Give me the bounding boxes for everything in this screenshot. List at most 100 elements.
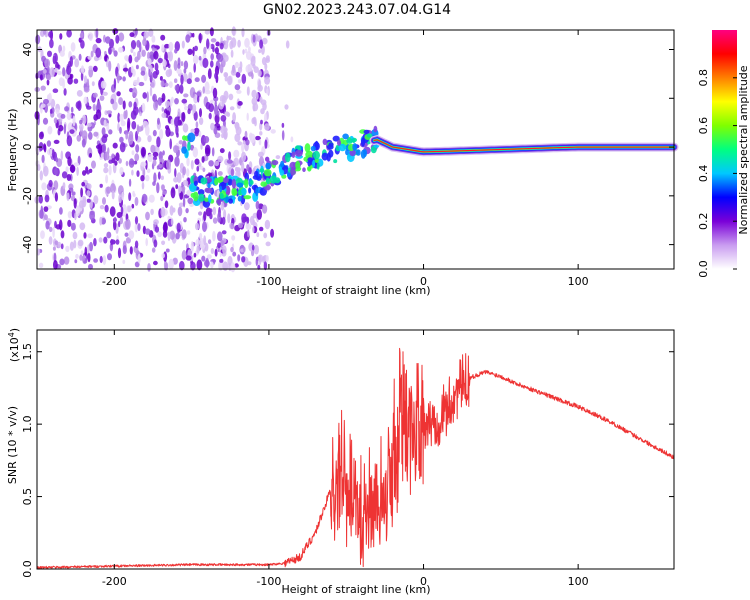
ridge-blob — [295, 160, 301, 170]
noise-blob — [222, 245, 227, 255]
noise-blob — [73, 162, 80, 167]
noise-blob — [119, 142, 126, 153]
noise-blob — [123, 110, 127, 120]
ridge-blob — [363, 129, 370, 134]
noise-blob — [119, 167, 124, 175]
noise-blob — [220, 201, 225, 211]
noise-blob — [106, 122, 110, 132]
noise-blob — [78, 37, 82, 43]
noise-blob — [254, 119, 257, 127]
noise-blob — [230, 168, 235, 177]
noise-blob — [69, 129, 75, 135]
noise-blob — [86, 190, 91, 197]
noise-blob — [259, 226, 264, 232]
noise-blob — [257, 151, 264, 158]
noise-blob — [208, 112, 212, 120]
snr-y-multiplier: (x104) — [7, 328, 21, 362]
noise-blob — [245, 64, 251, 73]
noise-blob — [132, 190, 135, 197]
noise-blob — [210, 248, 215, 254]
noise-blob — [189, 87, 196, 99]
snr-y-tick-label: 0.5 — [21, 488, 34, 506]
noise-blob — [108, 129, 113, 135]
noise-blob — [134, 196, 139, 206]
noise-blob — [182, 166, 186, 176]
noise-blob — [188, 72, 193, 81]
spectrogram-x-tick-label: 100 — [568, 275, 589, 288]
noise-blob — [241, 213, 247, 224]
noise-blob — [151, 35, 156, 43]
noise-blob — [58, 124, 64, 132]
noise-blob — [223, 72, 228, 78]
snr-x-label: Height of straight line (km) — [281, 583, 430, 596]
noise-blob — [111, 153, 115, 159]
noise-blob — [243, 246, 246, 253]
noise-blob — [133, 51, 136, 57]
noise-blob — [138, 81, 145, 87]
ridge-blob — [352, 138, 356, 144]
noise-blob — [147, 153, 154, 163]
noise-blob — [185, 34, 191, 43]
noise-blob — [217, 242, 221, 249]
ridge-blob — [187, 141, 191, 151]
noise-blob — [57, 70, 62, 76]
ridge-blob — [181, 146, 188, 154]
noise-blob — [159, 158, 165, 163]
noise-blob — [147, 135, 152, 143]
noise-blob — [153, 172, 157, 183]
noise-blob — [250, 56, 256, 67]
noise-blob — [152, 71, 158, 79]
noise-blob — [187, 197, 194, 204]
noise-blob — [257, 84, 263, 92]
noise-blob — [217, 231, 223, 242]
noise-blob — [222, 261, 229, 272]
noise-blob — [174, 98, 179, 105]
noise-blob — [164, 200, 169, 209]
noise-blob — [174, 48, 178, 54]
noise-blob — [70, 164, 75, 173]
noise-blob — [46, 79, 50, 86]
noise-blob — [118, 194, 122, 204]
noise-blob — [59, 258, 65, 266]
noise-blob — [88, 263, 93, 270]
noise-blob — [255, 200, 260, 210]
spectrogram-x-tick-label: 0 — [420, 275, 427, 288]
noise-blob — [182, 123, 189, 133]
noise-blob — [60, 230, 65, 239]
noise-blob — [86, 183, 92, 190]
noise-blob — [262, 204, 268, 214]
spectrogram-x-tick-label: -100 — [256, 275, 281, 288]
noise-blob — [103, 236, 108, 244]
noise-blob — [186, 189, 193, 196]
noise-blob — [206, 38, 210, 49]
noise-blob — [214, 104, 219, 116]
ridge-blob — [304, 143, 311, 153]
noise-blob — [227, 213, 231, 224]
noise-blob — [281, 130, 285, 141]
noise-blob — [245, 51, 252, 60]
ridge-blob — [332, 135, 340, 142]
noise-blob — [134, 223, 138, 233]
noise-blob — [43, 165, 49, 177]
noise-blob — [111, 190, 115, 200]
noise-blob — [87, 244, 90, 255]
ridge-blob — [231, 178, 236, 189]
noise-blob — [72, 231, 78, 240]
noise-blob — [264, 219, 271, 230]
noise-blob — [241, 142, 245, 153]
noise-blob — [203, 136, 210, 144]
noise-blob — [203, 46, 207, 55]
noise-blob — [119, 136, 124, 143]
noise-blob — [137, 223, 141, 232]
noise-blob — [157, 231, 162, 238]
ridge-blob — [326, 144, 334, 150]
noise-blob — [207, 68, 212, 80]
noise-blob — [244, 130, 248, 138]
noise-blob — [43, 30, 47, 35]
noise-blob — [199, 232, 203, 240]
noise-blob — [117, 112, 121, 123]
ridge-blob — [265, 162, 271, 170]
ridge-blob — [223, 177, 229, 184]
noise-blob — [246, 164, 250, 172]
